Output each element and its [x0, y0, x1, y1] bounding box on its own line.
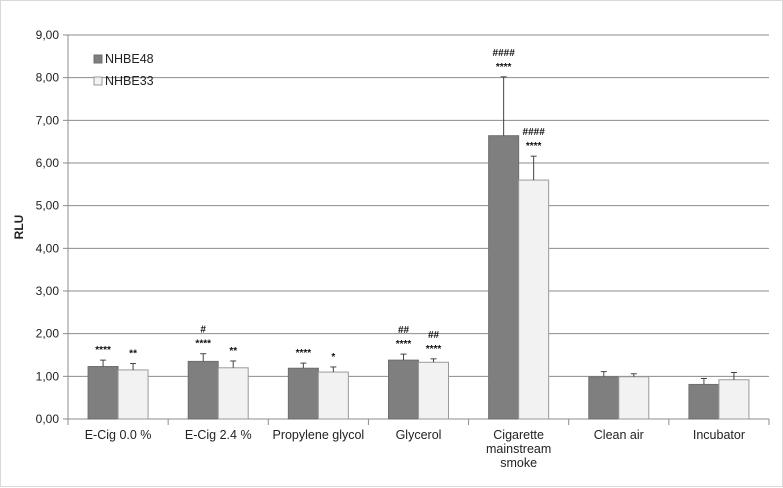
x-category-label: E-Cig 2.4 %	[185, 428, 252, 442]
x-category-label: E-Cig 0.0 %	[85, 428, 152, 442]
bar-nhbe48	[187, 360, 219, 420]
significance-label: #	[200, 325, 206, 336]
bar-nhbe48	[688, 383, 720, 420]
x-category-label: Glycerol	[396, 428, 442, 442]
bar-nhbe33	[317, 371, 349, 420]
significance-label: ##	[398, 325, 410, 336]
x-category-label: Cigarette	[493, 428, 544, 442]
significance-label: ####	[523, 127, 546, 138]
bar-nhbe33	[418, 361, 449, 420]
y-tick-label: 3,00	[36, 284, 60, 298]
significance-label: ****	[95, 345, 111, 356]
x-category-label: Clean air	[594, 428, 644, 442]
y-tick-label: 1,00	[36, 369, 60, 383]
bar-nhbe33	[718, 379, 750, 420]
y-axis-label: RLU	[12, 215, 26, 240]
legend-swatch	[93, 76, 103, 86]
legend-swatch	[93, 54, 103, 64]
x-category-label: mainstream	[486, 442, 551, 456]
significance-label: ****	[496, 62, 512, 73]
significance-label: *	[331, 352, 335, 363]
y-tick-label: 6,00	[36, 156, 60, 170]
significance-label: ****	[426, 344, 442, 355]
bar-nhbe33	[117, 369, 149, 420]
significance-label: ****	[195, 339, 211, 350]
y-tick-label: 2,00	[36, 327, 60, 341]
bar-nhbe33	[618, 376, 650, 420]
significance-label: ****	[396, 339, 412, 350]
x-category-label: Incubator	[693, 428, 745, 442]
bar-nhbe33	[217, 367, 249, 420]
x-category-label: smoke	[500, 456, 537, 470]
y-tick-label: 9,00	[36, 28, 60, 42]
y-tick-label: 0,00	[36, 412, 60, 426]
y-tick-label: 8,00	[36, 71, 60, 85]
y-tick-label: 4,00	[36, 241, 60, 255]
x-category-label: Propylene glycol	[272, 428, 364, 442]
y-tick-label: 5,00	[36, 199, 60, 213]
significance-label: ****	[526, 141, 542, 152]
legend-label: NHBE48	[105, 52, 154, 66]
significance-label: ##	[428, 330, 440, 341]
bar-nhbe48	[287, 367, 319, 420]
bar-nhbe33	[518, 179, 550, 420]
legend-label: NHBE33	[105, 74, 154, 88]
bar-nhbe48	[87, 366, 119, 420]
bar-nhbe48	[388, 359, 419, 420]
significance-label: ****	[296, 348, 312, 359]
y-tick-label: 7,00	[36, 113, 60, 127]
bar-nhbe48	[588, 376, 620, 420]
significance-label: **	[129, 349, 137, 360]
bar-nhbe48	[488, 135, 520, 420]
significance-label: **	[229, 346, 237, 357]
significance-label: ####	[493, 48, 516, 59]
